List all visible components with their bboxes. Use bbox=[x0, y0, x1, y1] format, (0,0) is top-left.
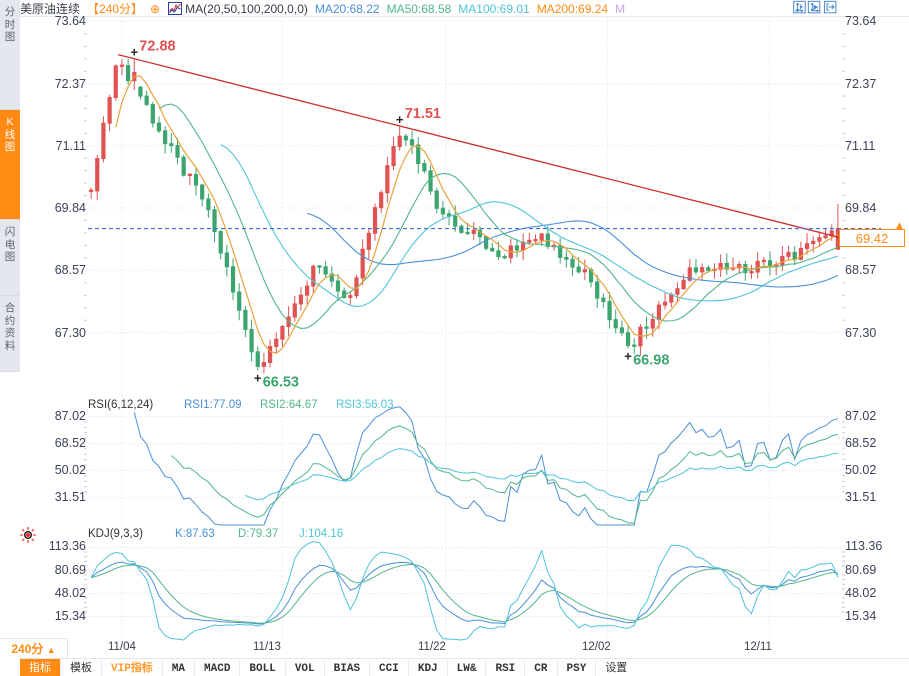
svg-text:71.51: 71.51 bbox=[405, 106, 441, 122]
svg-text:72.88: 72.88 bbox=[139, 39, 175, 55]
svg-text:66.98: 66.98 bbox=[633, 352, 669, 368]
svg-text:+: + bbox=[131, 45, 139, 60]
svg-text:+: + bbox=[624, 348, 632, 363]
svg-text:+: + bbox=[254, 371, 262, 386]
svg-text:+: + bbox=[396, 112, 404, 127]
svg-text:66.53: 66.53 bbox=[263, 375, 299, 391]
